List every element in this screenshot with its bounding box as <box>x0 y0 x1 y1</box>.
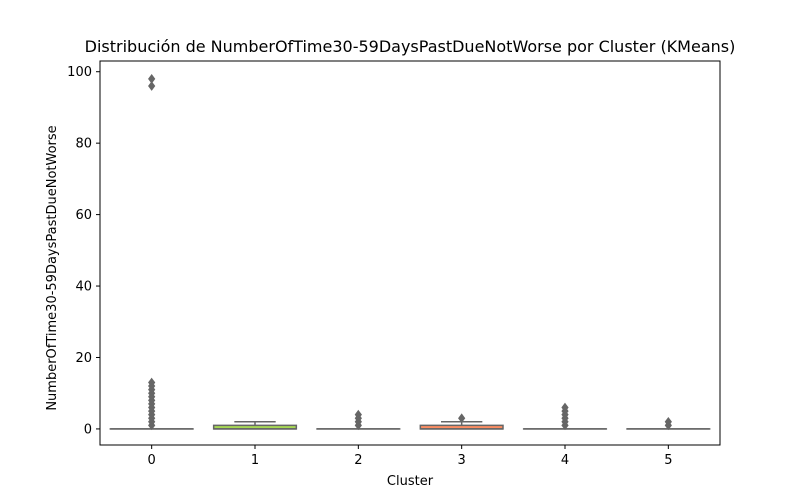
y-tick-label: 100 <box>67 65 92 80</box>
y-tick-label: 20 <box>75 351 92 366</box>
outlier-point <box>148 377 156 388</box>
outlier-point <box>148 74 156 84</box>
x-axis-label: Cluster <box>387 474 434 489</box>
x-tick-label: 1 <box>251 453 259 468</box>
x-tick-label: 0 <box>148 453 156 468</box>
y-tick-label: 0 <box>84 422 92 437</box>
y-tick-label: 60 <box>75 208 92 223</box>
x-tick-label: 4 <box>561 453 569 468</box>
chart-title: Distribución de NumberOfTime30-59DaysPas… <box>85 37 736 56</box>
x-tick-label: 3 <box>458 453 466 468</box>
plot-area: 0 20 40 60 80 100 0 1 2 3 4 5 <box>67 60 721 468</box>
x-tick-label: 2 <box>354 453 362 468</box>
plot-frame <box>99 60 721 446</box>
outlier-point <box>664 416 672 427</box>
outlier-point <box>458 413 466 424</box>
y-tick-label: 40 <box>75 280 92 295</box>
x-tick-label: 5 <box>664 453 672 468</box>
outlier-point <box>354 409 362 420</box>
y-tick-label: 80 <box>75 137 92 152</box>
outlier-point <box>148 81 156 91</box>
outlier-point <box>561 402 569 413</box>
y-axis-label: NumberOfTime30-59DaysPastDueNotWorse <box>45 125 60 410</box>
